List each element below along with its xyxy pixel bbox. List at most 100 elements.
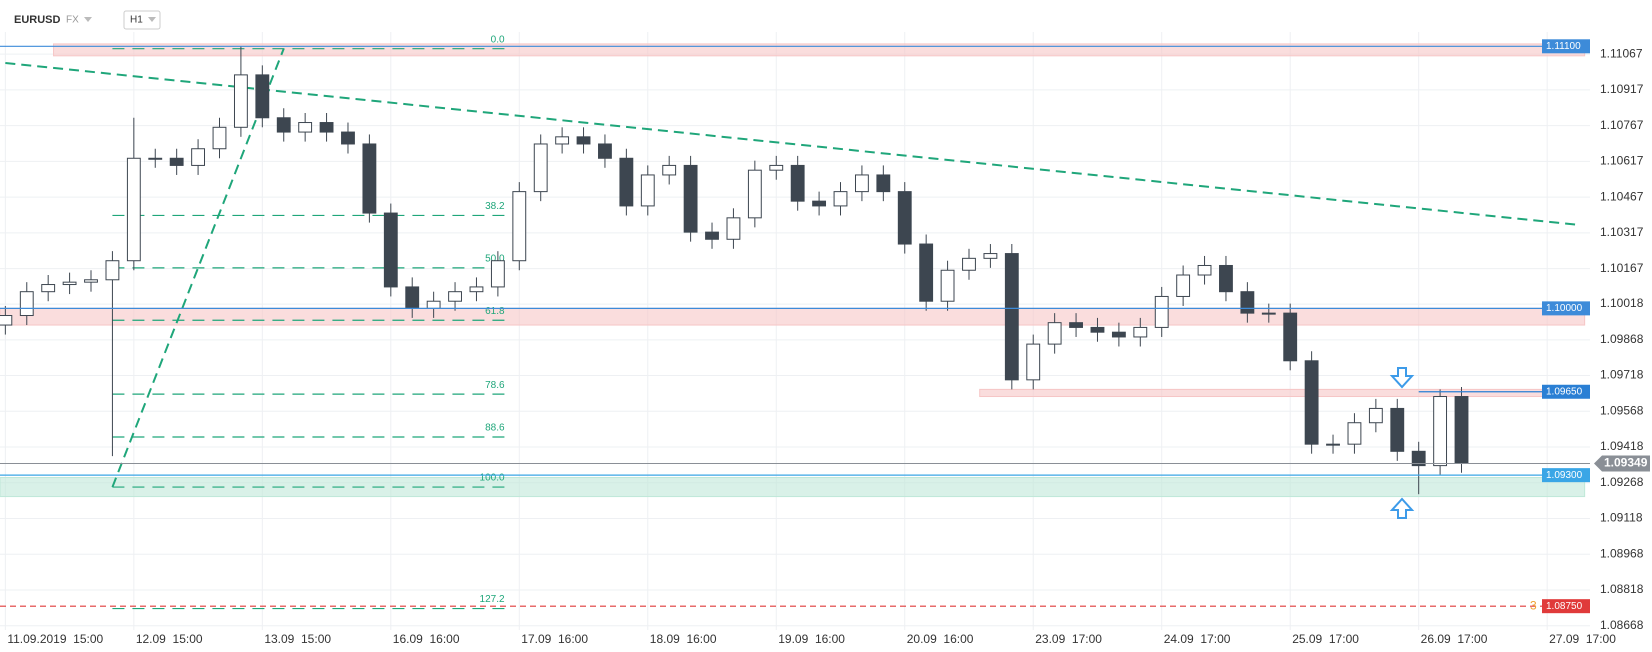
level-badge xyxy=(1542,301,1590,316)
x-tick-label: 19.09 16:00 xyxy=(778,632,845,646)
trendline xyxy=(111,48,285,488)
fib-label: 100.0 xyxy=(480,473,505,484)
candle-body xyxy=(726,217,741,240)
candle-body xyxy=(426,300,441,309)
candle-body xyxy=(233,74,248,128)
x-tick-label: 18.09 16:00 xyxy=(650,632,717,646)
y-tick-label: 1.10617 xyxy=(1600,154,1644,168)
level-label: 1.10000 xyxy=(1546,303,1583,314)
candle-body xyxy=(640,174,655,207)
interval-box[interactable] xyxy=(123,10,161,30)
candle-body xyxy=(897,191,912,245)
level-label: 1.08750 xyxy=(1546,601,1583,612)
y-tick-label: 1.10317 xyxy=(1600,225,1644,239)
level-badge xyxy=(1542,384,1590,399)
candle-body xyxy=(747,169,762,219)
candle-body xyxy=(298,122,313,133)
x-tick-label: 11.09.2019 15:00 xyxy=(7,632,103,646)
candle-body xyxy=(169,157,184,166)
symbol[interactable]: EURUSD xyxy=(14,14,61,26)
y-tick-label: 1.10167 xyxy=(1600,261,1644,275)
candle-body xyxy=(1047,322,1062,345)
zone xyxy=(0,477,1586,498)
fib-label: 78.6 xyxy=(485,380,505,391)
y-tick-label: 1.09418 xyxy=(1600,439,1644,453)
candle-body xyxy=(854,174,869,193)
fib-label: 127.2 xyxy=(480,594,505,605)
level-badge xyxy=(1542,599,1590,614)
level-badge xyxy=(1542,39,1590,54)
zone xyxy=(0,307,1586,326)
candle-body xyxy=(1411,450,1426,467)
y-tick-label: 1.09718 xyxy=(1600,368,1644,382)
candle-body xyxy=(876,174,891,193)
candle-body xyxy=(919,243,934,302)
y-tick-label: 1.08668 xyxy=(1600,618,1644,632)
level-label: 1.09300 xyxy=(1546,470,1583,481)
candle-body xyxy=(1154,295,1169,328)
candle-body xyxy=(319,122,334,133)
candle-body xyxy=(383,212,398,288)
x-tick-label: 23.09 17:00 xyxy=(1035,632,1102,646)
candle-body xyxy=(84,279,98,283)
candle-body xyxy=(1069,322,1083,328)
candle-body xyxy=(1390,407,1405,452)
candle-body xyxy=(41,284,56,293)
candle-body xyxy=(833,191,848,207)
level-badge xyxy=(1542,468,1590,483)
level-label: 1.09650 xyxy=(1546,386,1583,397)
y-tick-label: 1.09868 xyxy=(1600,332,1644,346)
x-tick-label: 24.09 17:00 xyxy=(1164,632,1231,646)
candle-body xyxy=(1219,264,1233,293)
y-tick-label: 1.10917 xyxy=(1600,82,1644,96)
fib-label: 0.0 xyxy=(491,34,505,45)
fib-label: 50.0 xyxy=(485,254,505,265)
candle-body xyxy=(105,260,120,281)
y-tick-label: 1.09118 xyxy=(1600,511,1643,525)
price-label: 1.09349 xyxy=(1604,456,1648,470)
arrow-up-icon xyxy=(1389,497,1415,519)
candle-body xyxy=(1133,326,1148,338)
candle-body xyxy=(1368,407,1383,424)
price-badge xyxy=(1594,455,1650,472)
x-tick-label: 17.09 16:00 xyxy=(521,632,588,646)
candle-body xyxy=(1026,343,1041,381)
candle-body xyxy=(0,315,13,326)
candle-body xyxy=(790,164,805,202)
candle-body xyxy=(512,191,527,262)
fib-label: 88.6 xyxy=(485,423,505,434)
candle-body xyxy=(1326,443,1340,446)
fib-label: 38.2 xyxy=(485,201,505,212)
candle-body xyxy=(555,136,570,145)
dropdown-icon[interactable] xyxy=(148,17,156,22)
y-tick-label: 1.09268 xyxy=(1600,475,1644,489)
x-tick-label: 13.09 15:00 xyxy=(264,632,331,646)
zone xyxy=(979,388,1586,398)
candle-body xyxy=(662,164,677,176)
x-tick-label: 16.09 16:00 xyxy=(393,632,460,646)
candle-body xyxy=(769,164,784,171)
y-tick-label: 1.09568 xyxy=(1600,403,1644,417)
candle-body xyxy=(983,253,998,259)
interval[interactable]: H1 xyxy=(130,15,143,26)
x-tick-label: 26.09 17:00 xyxy=(1421,632,1488,646)
x-tick-label: 12.09 15:00 xyxy=(136,632,203,646)
candle-body xyxy=(619,157,634,207)
candle-body xyxy=(148,157,163,160)
alert-badge: 3 xyxy=(1530,598,1537,612)
candle-body xyxy=(576,136,591,145)
dropdown-icon[interactable] xyxy=(84,17,92,22)
candle-body xyxy=(490,260,505,288)
candle-body xyxy=(1176,274,1191,297)
y-tick-label: 1.08968 xyxy=(1600,546,1644,560)
candle-body xyxy=(1004,253,1019,381)
arrow-down-icon xyxy=(1389,367,1415,389)
candle-body xyxy=(533,143,548,193)
candle-body xyxy=(276,117,291,133)
level-label: 1.11100 xyxy=(1546,41,1581,52)
y-tick-label: 1.08818 xyxy=(1600,582,1644,596)
candle-body xyxy=(812,200,827,207)
candle-body xyxy=(191,148,206,166)
candle-body xyxy=(1347,422,1362,445)
